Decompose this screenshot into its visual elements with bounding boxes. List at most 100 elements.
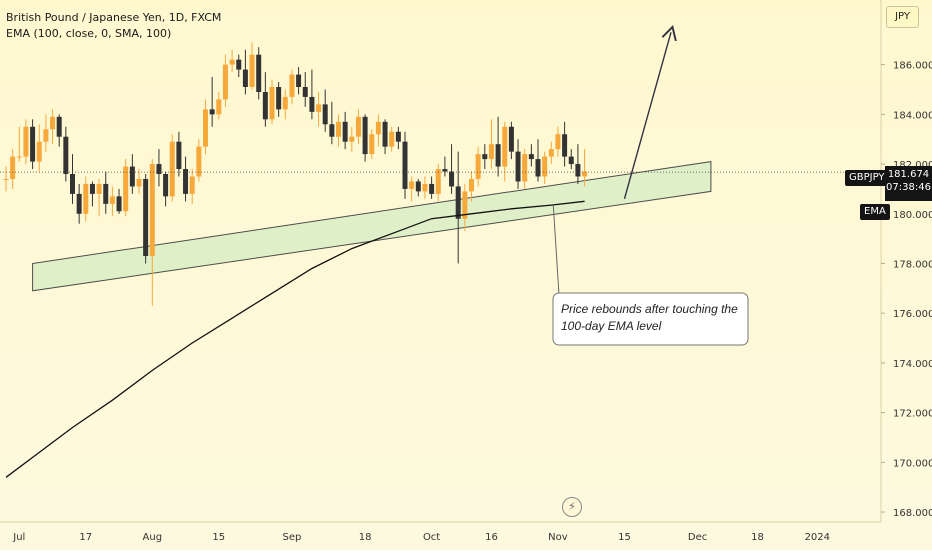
candle <box>76 183 82 224</box>
candle <box>475 146 481 187</box>
candle-body <box>488 144 494 160</box>
candle-body <box>236 59 242 70</box>
lightning-icon[interactable]: ⚡ <box>562 497 582 517</box>
callout-line-1: Price rebounds after touching the <box>561 302 738 316</box>
ema-tag: EMA <box>860 204 890 220</box>
candle-body <box>276 87 282 110</box>
candle <box>555 126 561 157</box>
candle-body <box>435 169 441 194</box>
candle-body <box>336 121 341 137</box>
candle-body <box>402 141 408 189</box>
candle <box>16 126 22 162</box>
candle-body <box>109 196 115 204</box>
candle-body <box>575 164 581 177</box>
candle-body <box>282 96 288 110</box>
projection-arrow[interactable] <box>623 24 677 200</box>
candle <box>289 69 295 105</box>
y-tick-label: 178.000 <box>893 259 932 270</box>
x-tick-label: 2024 <box>805 532 830 543</box>
candle <box>30 119 36 170</box>
support-channel[interactable] <box>32 161 712 292</box>
candle-body <box>183 169 189 194</box>
candle <box>196 139 202 182</box>
candle <box>10 149 16 189</box>
candle <box>143 174 149 264</box>
candle-body <box>116 196 122 212</box>
candle <box>189 169 195 204</box>
candle <box>309 69 315 120</box>
callout-box <box>552 292 749 346</box>
candle-body <box>156 164 162 174</box>
candle <box>222 54 228 107</box>
candle-body <box>3 178 9 180</box>
candle <box>63 126 69 182</box>
x-tick-label: Nov <box>548 532 568 543</box>
candle <box>249 42 255 90</box>
x-tick-label: 18 <box>359 532 372 543</box>
x-tick-label: 16 <box>485 532 498 543</box>
candle <box>435 164 441 202</box>
candle-body <box>302 87 308 97</box>
candle-body <box>23 126 29 157</box>
candle <box>488 119 494 170</box>
candle <box>522 149 528 189</box>
candle <box>495 116 501 177</box>
candle <box>36 124 42 172</box>
candle <box>296 67 302 95</box>
candle-body <box>296 74 302 87</box>
candle-body <box>36 141 42 162</box>
candle-body <box>209 109 215 115</box>
candle-body <box>16 156 22 158</box>
candle-body <box>189 176 195 194</box>
candle-body <box>50 116 56 130</box>
candle <box>429 176 435 199</box>
candle-body <box>83 183 89 214</box>
candle-body <box>149 164 155 257</box>
x-tick-label: 17 <box>79 532 92 543</box>
candle <box>455 151 461 264</box>
candle <box>542 151 548 184</box>
candle-body <box>582 171 588 177</box>
indicator-legend[interactable]: EMA (100, close, 0, SMA, 100) <box>6 27 172 40</box>
candle-body <box>535 159 541 177</box>
candle-body <box>502 126 508 167</box>
candle-body <box>395 131 401 142</box>
last-price-value: 181.674 <box>887 169 930 180</box>
candle <box>389 126 395 152</box>
candle-body <box>196 146 202 177</box>
y-tick-label: 180.000 <box>893 210 932 221</box>
callout-line-2: 100-day EMA level <box>561 319 662 333</box>
y-tick-label: 170.000 <box>893 458 932 469</box>
candle <box>535 139 541 182</box>
candle-body <box>129 166 135 187</box>
candle <box>96 178 102 217</box>
candle <box>3 166 9 192</box>
y-tick-label: 172.000 <box>893 409 932 420</box>
bar-countdown: 07:38:46 <box>886 182 931 193</box>
candle <box>183 156 189 202</box>
candle-body <box>249 54 255 87</box>
candle <box>508 121 514 160</box>
ema-line[interactable] <box>5 200 585 478</box>
currency-button[interactable]: JPY <box>886 6 919 28</box>
candle <box>83 176 89 222</box>
candle <box>302 72 308 107</box>
candle-body <box>56 116 62 137</box>
candle-body <box>369 134 375 155</box>
x-tick-label: 18 <box>751 532 764 543</box>
candle-body <box>229 59 235 65</box>
candle <box>382 119 388 155</box>
annotation-callout[interactable]: Price rebounds after touching the 100-day… <box>552 292 749 346</box>
candle-body <box>482 154 488 160</box>
candle <box>56 114 62 147</box>
candle-body <box>375 121 381 135</box>
candle-body <box>143 178 149 257</box>
candle <box>329 101 335 145</box>
candle-body <box>289 74 295 97</box>
chart-title: British Pound / Japanese Yen, 1D, FXCM <box>6 11 222 24</box>
candle-body <box>522 154 528 182</box>
candle-body <box>256 54 262 92</box>
